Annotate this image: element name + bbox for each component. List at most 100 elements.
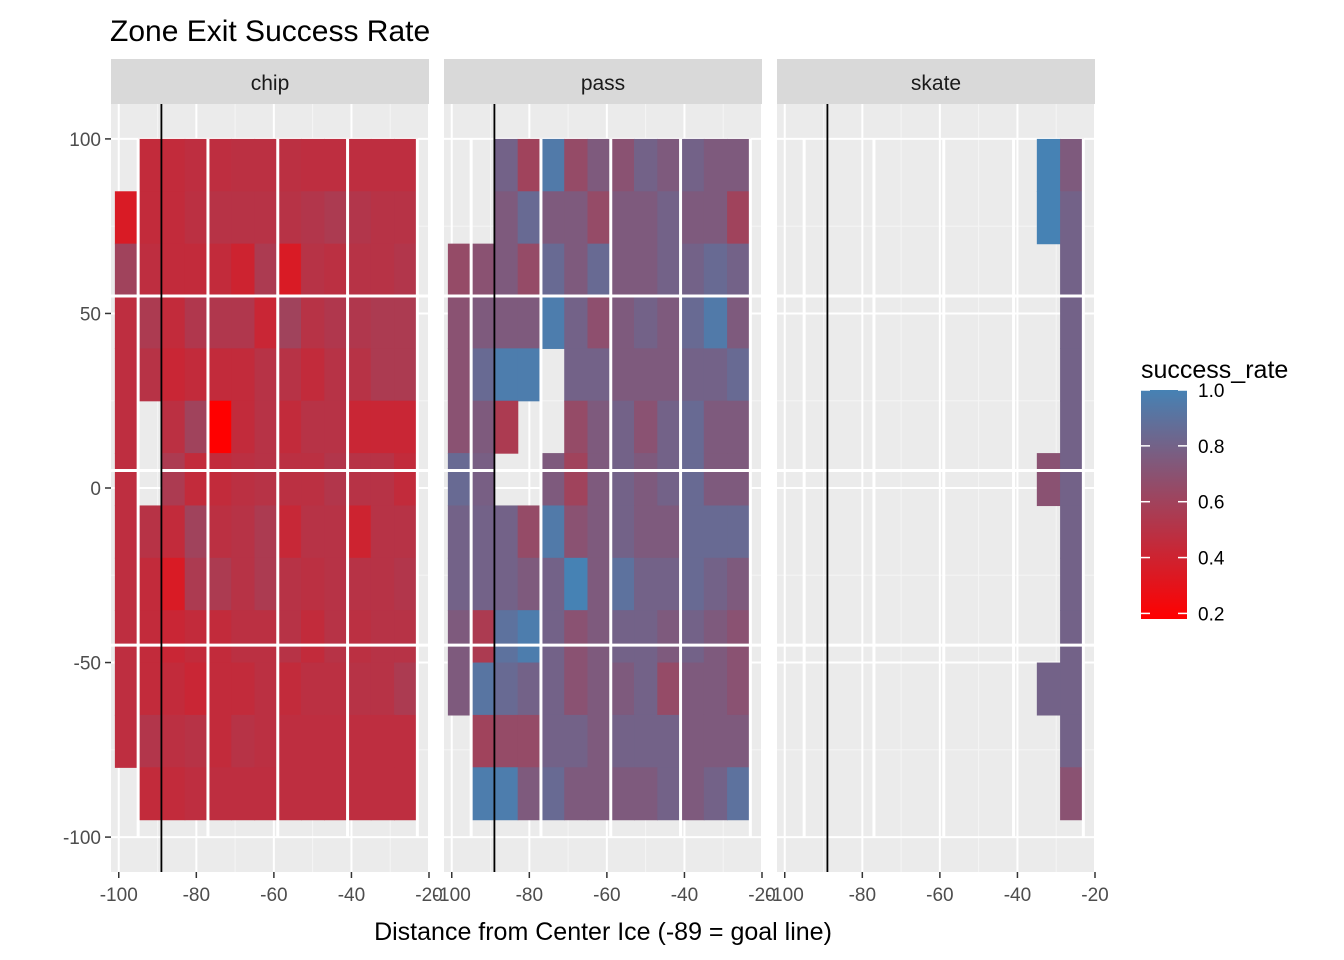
heatmap-tile: [301, 557, 325, 611]
heatmap-tile: [610, 662, 635, 716]
y-tick-label: -100: [63, 828, 101, 849]
x-axis-ticks: -100 -80 -60 -40 -20: [100, 872, 443, 906]
heatmap-tile: [207, 505, 232, 559]
heatmap-tile: [680, 453, 705, 507]
heatmap-tile: [1060, 714, 1084, 768]
heatmap-tile: [254, 767, 279, 821]
heatmap-tile: [680, 557, 705, 611]
heatmap-tile: [703, 348, 728, 402]
heatmap-tile: [301, 505, 325, 559]
x-tick-label: -40: [338, 885, 365, 906]
heatmap-tile: [301, 662, 325, 716]
heatmap-tile: [494, 767, 519, 821]
heatmap-tile: [517, 191, 542, 245]
heatmap-tile: [254, 714, 279, 768]
heatmap-tile: [161, 453, 186, 507]
heatmap-tile: [1060, 505, 1084, 559]
x-tick-label: -80: [516, 885, 543, 906]
heatmap-tile: [138, 243, 163, 297]
x-tick-label: -60: [593, 885, 620, 906]
tile-grid-overlay: [444, 138, 762, 838]
heatmap-tile: [517, 296, 542, 349]
heatmap-tile: [161, 348, 186, 402]
heatmap-tile: [138, 138, 163, 192]
heatmap-tile: [564, 191, 589, 245]
heatmap-tile: [301, 138, 325, 192]
heatmap-tile: [634, 557, 658, 611]
heatmap-tile: [680, 138, 705, 192]
heatmap-tile: [471, 767, 496, 821]
heatmap-tile: [494, 610, 519, 664]
heatmap-tile: [184, 296, 209, 349]
heatmap-tile: [587, 662, 612, 716]
heatmap-tile: [301, 296, 325, 349]
heatmap-tile: [231, 662, 256, 716]
heatmap-tile: [347, 610, 372, 664]
heatmap-tile: [564, 138, 589, 192]
heatmap-tile: [184, 348, 209, 402]
heatmap-tile: [703, 767, 728, 821]
heatmap-tile: [447, 662, 472, 716]
heatmap-tile: [231, 191, 256, 245]
facet-panel-chip: chip -100 -80 -60 -40 -20: [100, 59, 443, 906]
heatmap-tile: [138, 505, 163, 559]
heatmap-tile: [370, 610, 395, 664]
heatmap-tile: [254, 243, 279, 297]
heatmap-tile: [277, 191, 302, 245]
heatmap-tile: [161, 767, 186, 821]
heatmap-tile: [587, 138, 612, 192]
heatmap-tile: [447, 348, 472, 402]
heatmap-tile: [370, 400, 395, 454]
x-tick-label: -60: [260, 885, 287, 906]
heatmap-tile: [564, 296, 589, 349]
heatmap-tile: [231, 767, 256, 821]
heatmap-tile: [184, 191, 209, 245]
heatmap-tile: [207, 191, 232, 245]
heatmap-tile: [1060, 296, 1084, 349]
heatmap-tile: [471, 662, 496, 716]
heatmap-tile: [587, 505, 612, 559]
heatmap-tile: [394, 191, 418, 245]
heatmap-tile: [324, 400, 349, 454]
heatmap-tile: [494, 557, 519, 611]
heatmap-tile: [394, 296, 418, 349]
heatmap-tile: [254, 191, 279, 245]
x-tick-label: -100: [433, 885, 471, 906]
heatmap-tile: [1060, 400, 1084, 454]
heatmap-tile: [657, 138, 682, 192]
heatmap-tile: [207, 767, 232, 821]
heatmap-tile: [301, 348, 325, 402]
heatmap-tile: [447, 400, 472, 454]
facet-strip: [777, 59, 1095, 104]
legend-colorbar: [1141, 390, 1187, 619]
heatmap-tile: [1060, 767, 1084, 821]
heatmap-tile: [347, 296, 372, 349]
heatmap-tile: [680, 662, 705, 716]
heatmap-tile: [207, 557, 232, 611]
heatmap-tile: [114, 714, 139, 768]
heatmap-tile: [394, 610, 418, 664]
heatmap-tile: [394, 243, 418, 297]
facet-strip: [111, 59, 429, 104]
heatmap-tile: [254, 400, 279, 454]
heatmap-tile: [231, 296, 256, 349]
heatmap-tile: [494, 348, 519, 402]
heatmap-tile: [370, 138, 395, 192]
heatmap-tile: [324, 191, 349, 245]
heatmap-tile: [727, 296, 751, 349]
facet-strip-label: skate: [911, 72, 961, 95]
heatmap-tile: [207, 714, 232, 768]
heatmap-tile: [610, 296, 635, 349]
heatmap-tile: [161, 138, 186, 192]
heatmap-tile: [184, 610, 209, 664]
heatmap-tile: [727, 348, 751, 402]
heatmap-tile: [394, 557, 418, 611]
x-tick-label: -100: [100, 885, 138, 906]
heatmap-tile: [517, 767, 542, 821]
heatmap-tile: [138, 296, 163, 349]
heatmap-tile: [471, 557, 496, 611]
x-tick-label: -60: [926, 885, 953, 906]
heatmap-tile: [138, 662, 163, 716]
heatmap-tile: [703, 296, 728, 349]
heatmap-tile: [301, 400, 325, 454]
